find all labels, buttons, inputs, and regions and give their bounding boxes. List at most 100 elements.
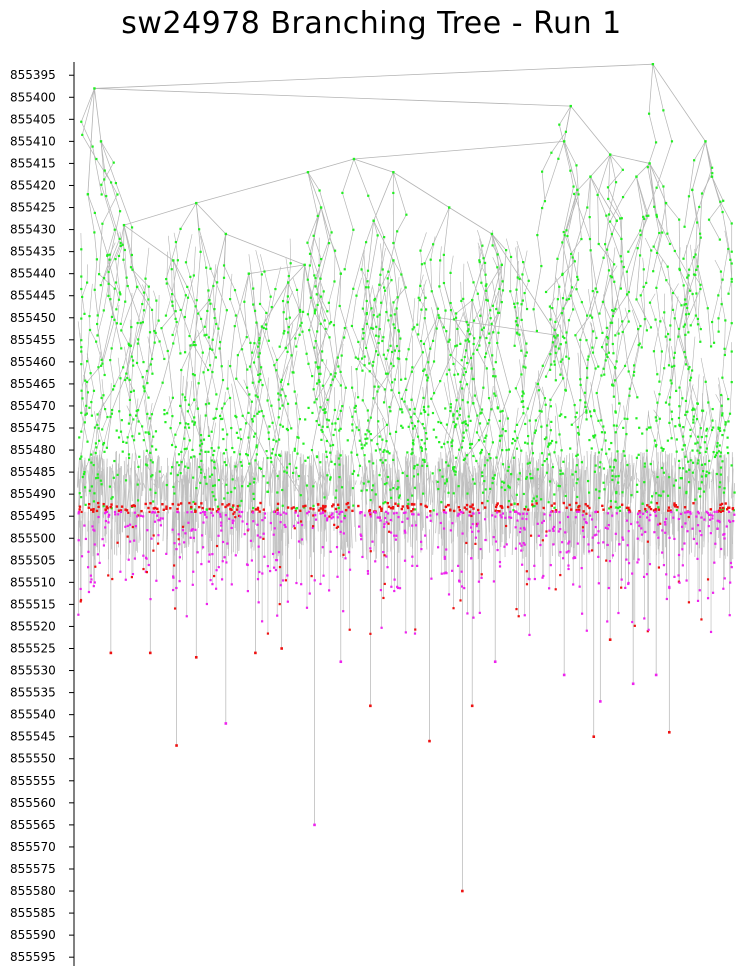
tree-edge xyxy=(545,274,563,293)
tree-node xyxy=(485,367,488,370)
tree-node xyxy=(461,421,464,425)
tree-edge xyxy=(154,320,159,332)
tree-node xyxy=(500,263,503,267)
tree-node xyxy=(150,308,154,311)
tree-edge xyxy=(394,287,402,315)
tree-node xyxy=(152,435,155,438)
tree-edge xyxy=(473,308,481,321)
tree-node xyxy=(127,422,131,425)
band-edge xyxy=(440,452,443,499)
tree-node xyxy=(219,414,222,418)
tree-edge xyxy=(486,318,491,339)
tree-edge xyxy=(706,388,713,421)
tree-node xyxy=(319,372,322,375)
tree-node xyxy=(397,391,401,394)
tree-node xyxy=(573,260,576,263)
tree-edge xyxy=(123,259,129,287)
tree-node xyxy=(416,435,420,438)
tree-node xyxy=(284,347,287,350)
tree-node xyxy=(151,372,154,375)
tree-edge xyxy=(470,444,474,480)
tree-edge xyxy=(383,287,389,321)
tree-edge xyxy=(137,322,144,340)
tree-node xyxy=(723,353,726,357)
tree-node xyxy=(485,289,488,292)
tree-node xyxy=(719,455,722,458)
tree-node xyxy=(397,330,401,333)
tree-edge xyxy=(575,315,591,336)
tree-node xyxy=(638,342,641,345)
tree-node xyxy=(727,247,730,251)
tree-node xyxy=(207,368,210,372)
tree-edge xyxy=(95,341,102,360)
tree-edge xyxy=(111,373,127,411)
band-edge xyxy=(711,471,714,480)
tree-node xyxy=(505,249,508,252)
tree-edge xyxy=(680,389,683,399)
tree-edge xyxy=(307,314,323,361)
tree-node xyxy=(597,419,600,422)
tree-node xyxy=(479,314,482,317)
band-edge xyxy=(564,455,568,494)
band-edge xyxy=(505,461,509,498)
tree-edge xyxy=(491,355,494,377)
band-edge xyxy=(135,473,140,482)
band-edge xyxy=(209,468,212,539)
tree-node xyxy=(710,166,714,169)
tree-node xyxy=(284,395,287,398)
tree-node xyxy=(696,402,699,405)
tree-node xyxy=(423,427,426,430)
tree-node xyxy=(262,415,265,418)
tree-node xyxy=(462,421,465,424)
tree-edge xyxy=(198,352,204,384)
tree-node xyxy=(258,342,261,345)
tree-edge xyxy=(182,375,184,395)
tree-edge xyxy=(598,243,615,265)
tree-node xyxy=(283,470,286,473)
tree-node xyxy=(212,284,215,288)
tree-node xyxy=(628,387,631,390)
tree-node xyxy=(392,301,395,304)
tree-node xyxy=(570,423,573,426)
tree-node xyxy=(179,352,182,355)
tree-node xyxy=(649,426,652,429)
tree-node xyxy=(719,451,723,454)
tree-edge xyxy=(304,264,312,298)
tree-edge xyxy=(318,380,326,413)
tree-node xyxy=(318,423,321,427)
tree-edge xyxy=(227,388,231,399)
tree-node xyxy=(328,336,331,339)
tree-node xyxy=(165,277,168,281)
band-edge xyxy=(328,479,331,496)
tree-node xyxy=(147,285,150,288)
tree-edge xyxy=(274,365,283,406)
tree-node xyxy=(667,364,671,367)
tree-edge xyxy=(483,357,486,388)
tree-node xyxy=(473,394,477,397)
tree-edge xyxy=(142,299,149,323)
tree-node xyxy=(527,434,530,438)
tree-node xyxy=(109,298,112,301)
tree-node xyxy=(489,309,492,312)
tree-node xyxy=(658,393,661,396)
tree-node xyxy=(97,273,101,276)
tree-node xyxy=(410,421,414,425)
tree-edge xyxy=(693,416,698,451)
tree-node xyxy=(304,418,307,421)
tree-node xyxy=(588,216,591,219)
tree-node xyxy=(314,276,317,280)
tree-node xyxy=(121,450,124,453)
band-edge xyxy=(647,480,650,502)
tree-edge xyxy=(472,353,474,379)
tree-node xyxy=(663,311,666,314)
tree-node xyxy=(424,296,427,299)
tree-node xyxy=(653,439,656,442)
tree-node xyxy=(213,316,216,320)
tree-node xyxy=(464,339,467,342)
tree-node xyxy=(240,499,243,503)
tree-node xyxy=(234,314,237,317)
tree-edge xyxy=(353,158,394,173)
tree-edge xyxy=(697,428,702,464)
tree-edge xyxy=(263,312,267,329)
tree-edge xyxy=(663,293,666,313)
